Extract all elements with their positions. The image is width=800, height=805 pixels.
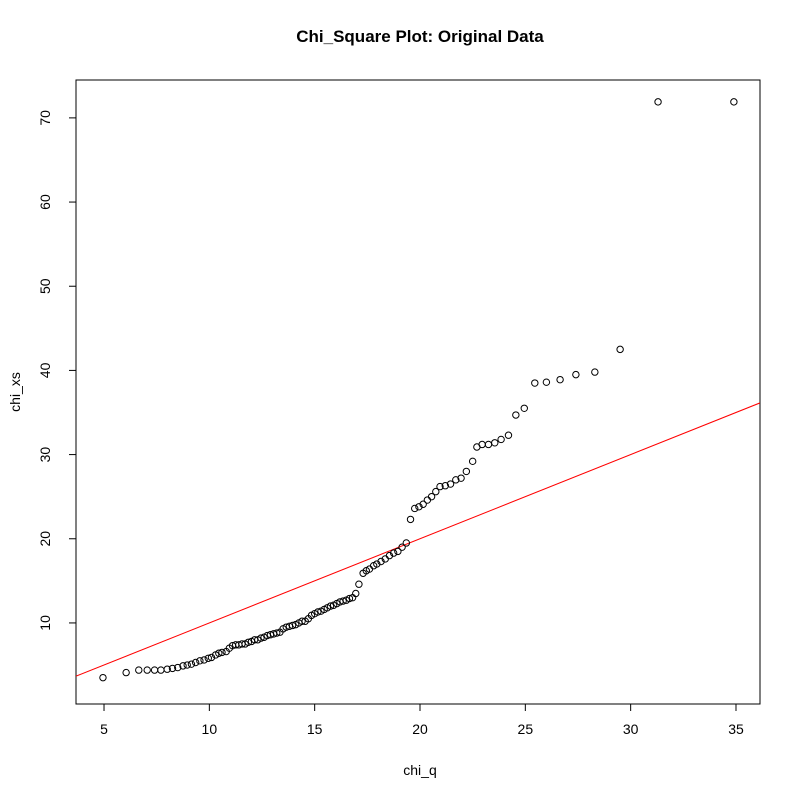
y-tick-label: 40	[37, 362, 53, 378]
point	[174, 663, 182, 672]
point	[150, 666, 159, 674]
point	[654, 98, 662, 106]
point	[591, 368, 599, 376]
point	[187, 660, 196, 668]
x-tick-label: 30	[623, 721, 639, 737]
point	[468, 457, 477, 466]
point	[207, 653, 216, 662]
point	[218, 648, 226, 657]
point	[484, 440, 493, 449]
y-tick-label: 60	[37, 194, 53, 210]
point	[730, 98, 738, 106]
point	[556, 375, 564, 384]
point	[163, 665, 171, 673]
point	[432, 487, 440, 496]
point	[497, 435, 505, 444]
point	[298, 617, 306, 625]
y-axis-label: chi_xs	[7, 372, 23, 412]
point	[446, 480, 455, 488]
point	[373, 560, 381, 568]
point	[288, 621, 297, 630]
x-tick-label: 20	[412, 721, 428, 737]
y-tick-label: 70	[37, 110, 53, 126]
point	[389, 549, 398, 557]
point	[398, 543, 406, 551]
point	[355, 580, 363, 588]
point	[339, 597, 347, 605]
point	[394, 547, 402, 556]
point	[143, 666, 151, 674]
point	[402, 539, 411, 547]
point	[419, 500, 427, 508]
point	[436, 482, 444, 491]
point	[427, 492, 436, 501]
point	[191, 658, 200, 667]
point	[406, 515, 415, 524]
point	[157, 666, 165, 674]
point	[244, 638, 253, 646]
point	[257, 634, 265, 642]
point	[196, 657, 204, 665]
chart-title: Chi_Square Plot: Original Data	[296, 27, 544, 46]
point	[99, 673, 107, 682]
plot-frame	[75, 79, 761, 705]
point	[491, 439, 499, 447]
y-tick-label: 10	[37, 615, 53, 631]
x-tick-label: 35	[728, 721, 744, 737]
point	[457, 474, 465, 482]
point	[204, 654, 212, 662]
point	[452, 476, 460, 484]
point	[385, 551, 394, 560]
point	[423, 496, 432, 504]
point	[616, 345, 624, 354]
point	[273, 629, 281, 637]
reference-line	[76, 402, 760, 677]
point	[215, 649, 223, 657]
x-tick-label: 5	[100, 721, 108, 737]
point	[314, 608, 322, 616]
point	[441, 482, 449, 490]
point	[411, 504, 419, 513]
point	[377, 557, 385, 566]
point	[179, 662, 187, 670]
point	[520, 404, 528, 412]
plot-area	[76, 98, 760, 682]
x-tick-label: 15	[307, 721, 323, 737]
point	[168, 664, 177, 673]
y-tick-label: 50	[37, 278, 53, 294]
x-tick-label: 25	[518, 721, 534, 737]
x-axis-label: chi_q	[403, 762, 436, 778]
point	[415, 503, 423, 511]
point	[345, 594, 354, 603]
point	[512, 411, 520, 419]
y-tick-label: 20	[37, 531, 53, 547]
point	[135, 666, 143, 674]
point	[122, 668, 130, 677]
x-tick-label: 10	[202, 721, 218, 737]
point	[183, 661, 191, 669]
y-tick-label: 30	[37, 447, 53, 463]
point	[462, 467, 471, 476]
point	[531, 379, 539, 387]
point	[504, 431, 513, 439]
point	[200, 656, 208, 664]
point	[352, 589, 360, 598]
point	[478, 440, 486, 449]
point	[326, 602, 335, 610]
point	[572, 370, 580, 379]
point	[542, 378, 551, 386]
